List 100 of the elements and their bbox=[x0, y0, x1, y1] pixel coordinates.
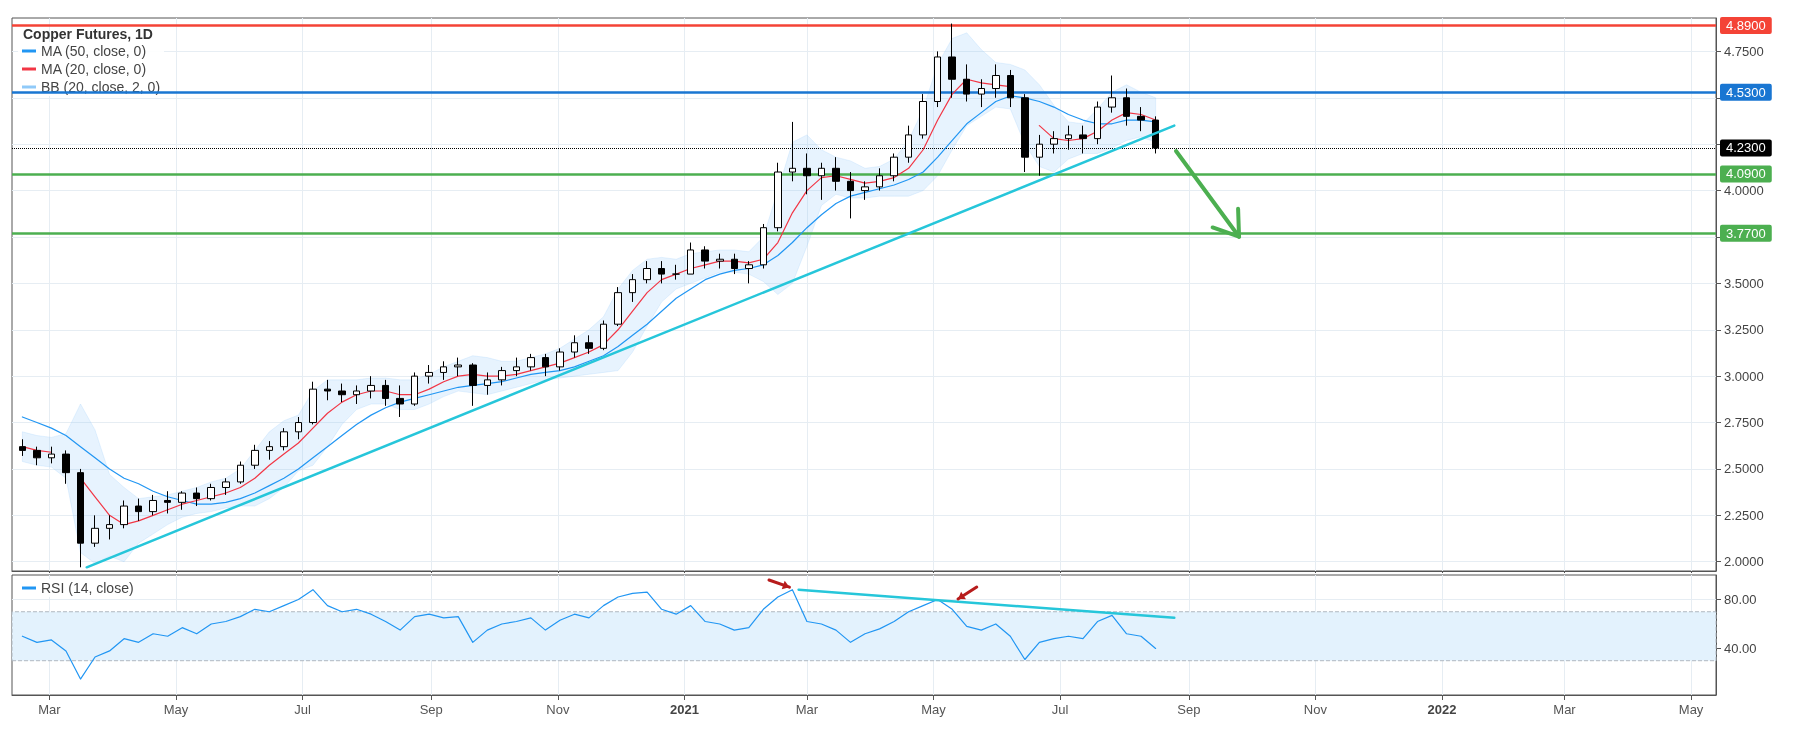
y-tick-label: 80.00 bbox=[1724, 591, 1757, 607]
candlestick bbox=[760, 223, 767, 270]
candlestick bbox=[643, 260, 651, 284]
candlestick bbox=[513, 357, 520, 377]
candlestick bbox=[396, 384, 404, 418]
y-tick-label: 3.2500 bbox=[1724, 322, 1764, 338]
candlestick bbox=[62, 449, 70, 485]
candlestick bbox=[425, 364, 433, 385]
candlestick bbox=[411, 371, 418, 407]
candlestick bbox=[701, 245, 709, 270]
y-tick-label: 2.0000 bbox=[1724, 554, 1764, 570]
y-tick-label: 3.0000 bbox=[1724, 368, 1764, 384]
candlestick bbox=[803, 152, 811, 195]
ref-line-label: 4.2300 bbox=[1726, 140, 1766, 156]
candlestick bbox=[251, 444, 259, 470]
candlestick bbox=[614, 286, 622, 327]
candlestick bbox=[237, 461, 244, 485]
x-tick-label: May bbox=[1678, 702, 1704, 717]
y-tick-label: 3.5000 bbox=[1724, 275, 1764, 291]
candlestick bbox=[1108, 75, 1116, 114]
candlestick bbox=[600, 319, 607, 351]
candlestick bbox=[847, 171, 854, 219]
candlestick bbox=[498, 366, 506, 386]
candlestick bbox=[629, 273, 636, 303]
ref-line-label: 4.5300 bbox=[1726, 84, 1766, 100]
candlestick bbox=[106, 514, 113, 540]
candlestick bbox=[876, 167, 883, 192]
candlestick bbox=[992, 63, 1000, 99]
candlestick bbox=[48, 446, 55, 464]
ref-line-label: 4.0900 bbox=[1726, 166, 1766, 182]
ref-line-label: 4.8900 bbox=[1726, 17, 1766, 33]
x-tick-label: Nov bbox=[1303, 702, 1328, 717]
candlestick bbox=[91, 514, 99, 548]
candlestick bbox=[963, 63, 970, 103]
x-tick-label: 2021 bbox=[670, 702, 699, 717]
candlestick bbox=[658, 260, 665, 284]
y-tick-label: 2.5000 bbox=[1724, 461, 1764, 477]
candlestick bbox=[861, 180, 869, 201]
candlestick bbox=[948, 23, 956, 99]
legend-label: BB (20, close, 2, 0) bbox=[41, 79, 161, 95]
candlestick bbox=[33, 446, 41, 466]
candlestick bbox=[77, 468, 84, 568]
candlestick bbox=[135, 498, 142, 522]
candlestick bbox=[774, 162, 782, 232]
candlestick bbox=[440, 360, 447, 381]
x-tick-label: 2022 bbox=[1427, 702, 1457, 717]
y-tick-label: 2.2500 bbox=[1724, 507, 1764, 523]
candlestick bbox=[149, 494, 157, 516]
legend-label: MA (20, close, 0) bbox=[41, 61, 147, 77]
candlestick bbox=[266, 440, 273, 461]
candlestick bbox=[1094, 101, 1101, 145]
x-tick-label: Jul bbox=[294, 702, 311, 717]
candlestick bbox=[280, 427, 288, 451]
candlestick bbox=[731, 253, 738, 275]
y-tick-label: 4.7500 bbox=[1724, 43, 1764, 59]
x-tick-label: Jul bbox=[1051, 702, 1069, 717]
candlestick bbox=[1137, 106, 1145, 132]
candlestick bbox=[919, 93, 927, 140]
candlestick bbox=[309, 381, 317, 425]
x-tick-label: Mar bbox=[795, 702, 819, 717]
x-tick-label: Sep bbox=[419, 702, 443, 717]
candlestick bbox=[207, 483, 215, 501]
candlestick bbox=[454, 357, 462, 377]
x-tick-label: Nov bbox=[546, 702, 570, 717]
candlestick bbox=[527, 353, 535, 372]
candlestick bbox=[367, 375, 375, 399]
candlestick bbox=[484, 371, 491, 396]
y-tick-label: 2.7500 bbox=[1724, 415, 1764, 431]
candlestick bbox=[571, 334, 578, 359]
candlestick bbox=[469, 362, 477, 407]
candlestick bbox=[338, 383, 346, 403]
candlestick bbox=[934, 50, 941, 108]
candlestick bbox=[19, 438, 26, 457]
x-tick-label: May bbox=[921, 702, 947, 717]
candlestick bbox=[585, 334, 593, 355]
legend-label: MA (50, close, 0) bbox=[41, 43, 147, 59]
x-tick-label: May bbox=[163, 702, 189, 717]
candlestick bbox=[978, 78, 985, 108]
candlestick bbox=[745, 260, 753, 284]
candlestick bbox=[222, 477, 230, 496]
candlestick bbox=[832, 156, 840, 192]
candlestick bbox=[193, 486, 200, 507]
candlestick bbox=[382, 379, 389, 407]
y-tick-label: 40.00 bbox=[1724, 640, 1757, 656]
candlestick bbox=[178, 490, 186, 511]
candlestick bbox=[324, 379, 331, 401]
x-tick-label: Mar bbox=[38, 702, 62, 717]
candlestick bbox=[890, 152, 898, 182]
candlestick bbox=[716, 253, 724, 270]
candlestick bbox=[556, 347, 564, 372]
x-tick-label: Mar bbox=[1553, 702, 1577, 717]
candlestick bbox=[672, 264, 680, 281]
legend-label: RSI (14, close) bbox=[41, 580, 134, 596]
candlestick bbox=[164, 490, 171, 514]
candlestick bbox=[353, 384, 360, 405]
candlestick bbox=[687, 242, 694, 275]
ref-line-label: 3.7700 bbox=[1726, 225, 1766, 241]
candlestick bbox=[1123, 88, 1130, 127]
candlestick bbox=[1007, 69, 1014, 108]
candlestick bbox=[120, 499, 128, 529]
